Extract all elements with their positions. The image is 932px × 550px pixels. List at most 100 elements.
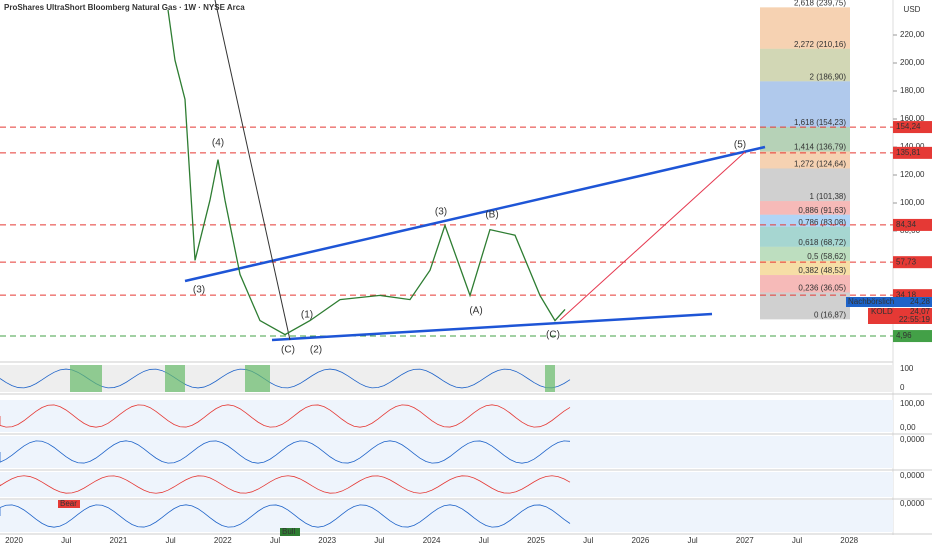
x-tick-label: 2023 [318,536,336,545]
price-line [167,9,566,336]
fib-label: 1,414 (136,79) [794,143,846,152]
fib-band [760,275,850,293]
wave-label: (A) [469,306,482,317]
fib-label: 1,618 (154,23) [794,118,846,127]
wave-label: (1) [301,310,313,321]
indicator-scale: 100 [900,364,914,373]
x-tick-label: Jul [792,536,802,545]
price-tag [893,256,932,269]
wave-label: (3) [193,285,205,296]
x-tick-label: Jul [687,536,697,545]
fib-band [760,214,850,227]
currency: USD [904,5,921,14]
fib-label: 0,382 (48,53) [798,266,846,275]
x-tick-label: 2022 [214,536,232,545]
x-tick-label: 2028 [840,536,858,545]
fib-band [760,81,850,128]
fib-band [760,151,850,169]
signal-label: Bear [60,499,77,508]
price-tag [893,330,932,343]
price-tag-label: 84,34 [896,220,917,229]
y-tick-label: 100,00 [900,198,925,207]
x-tick-label: 2027 [736,536,754,545]
fib-band [760,292,850,320]
price-tag-label: 4,96 [896,331,912,340]
fib-label: 0,5 (58,62) [807,252,846,261]
price-tag [893,146,932,159]
x-tick-label: Jul [270,536,280,545]
y-tick-label: 220,00 [900,30,925,39]
indicator-line [0,504,571,528]
fib-label: 0,236 (36,05) [798,284,846,293]
fib-band [760,246,850,261]
wave-label: (C) [546,330,560,341]
indicator-pane [0,472,893,497]
price-tag-label: 57,73 [896,257,917,266]
x-tick-label: 2021 [110,536,128,545]
falling-line [214,0,291,341]
fib-band [760,7,850,49]
fib-label: 2,618 (239,75) [794,0,846,7]
countdown: 22:55:19 [899,315,931,324]
y-tick-label: 200,00 [900,58,925,67]
indicator-pane [0,365,893,392]
x-tick-label: 2024 [423,536,441,545]
trend-line [271,312,713,342]
fib-label: 2,272 (210,16) [794,40,846,49]
fib-band [760,201,850,215]
fib-label: 2 (186,90) [810,72,847,81]
symbol-label: KOLD [871,307,893,316]
price-tag-label: 135,81 [896,148,921,157]
after-hours-tag [846,297,932,307]
x-tick-label: Jul [374,536,384,545]
indicator-scale: 0,0000 [900,499,925,508]
last-price: 24,07 [910,307,931,316]
fib-band [760,168,850,202]
projection [559,151,746,321]
fib-label: 0 (16,87) [814,310,846,319]
price-tag-label: 34,18 [896,290,917,299]
fib-band [760,226,850,247]
indicator-scale: 100,00 [900,399,925,408]
fib-label: 1 (101,38) [810,192,847,201]
price-tag [893,121,932,134]
signal-block [165,365,185,392]
indicator-line [0,440,571,464]
wave-label: (B) [485,210,498,221]
trend-line [184,145,766,283]
x-tick-label: Jul [479,536,489,545]
indicator-scale: 0,0000 [900,471,925,480]
wave-label: (3) [435,207,447,218]
symbol-tag [868,308,932,324]
indicator-pane [0,500,893,532]
x-tick-label: 2020 [5,536,23,545]
signal-block [70,365,102,392]
after-hours-label: Nachbörslich [848,297,894,306]
indicator-scale: 0 [900,383,905,392]
after-hours-value: 24,28 [910,297,931,306]
indicator-scale: 0,00 [900,423,916,432]
fib-band [760,48,850,82]
signal-block [545,365,555,392]
price-tag-label: 154,24 [896,122,921,131]
fib-label: 0,786 (83,08) [798,218,846,227]
indicator-scale: 0,0000 [900,435,925,444]
signal-tag [58,500,80,508]
fib-label: 0,886 (91,63) [798,206,846,215]
y-tick-label: 120,00 [900,170,925,179]
y-tick-label: 140,00 [900,142,925,151]
x-tick-label: 2026 [632,536,650,545]
signal-tag [280,528,300,536]
title: ProShares UltraShort Bloomberg Natural G… [4,3,245,12]
y-tick-label: 180,00 [900,86,925,95]
fib-label: 0,618 (68,72) [798,238,846,247]
fib-band [760,127,850,152]
wave-label: (5) [734,140,746,151]
wave-label: (C) [281,345,295,356]
fib-band [760,260,850,276]
x-tick-label: Jul [61,536,71,545]
y-tick-label: 160,00 [900,114,925,123]
indicator-line [0,404,571,428]
signal-label: Bull [282,527,296,536]
